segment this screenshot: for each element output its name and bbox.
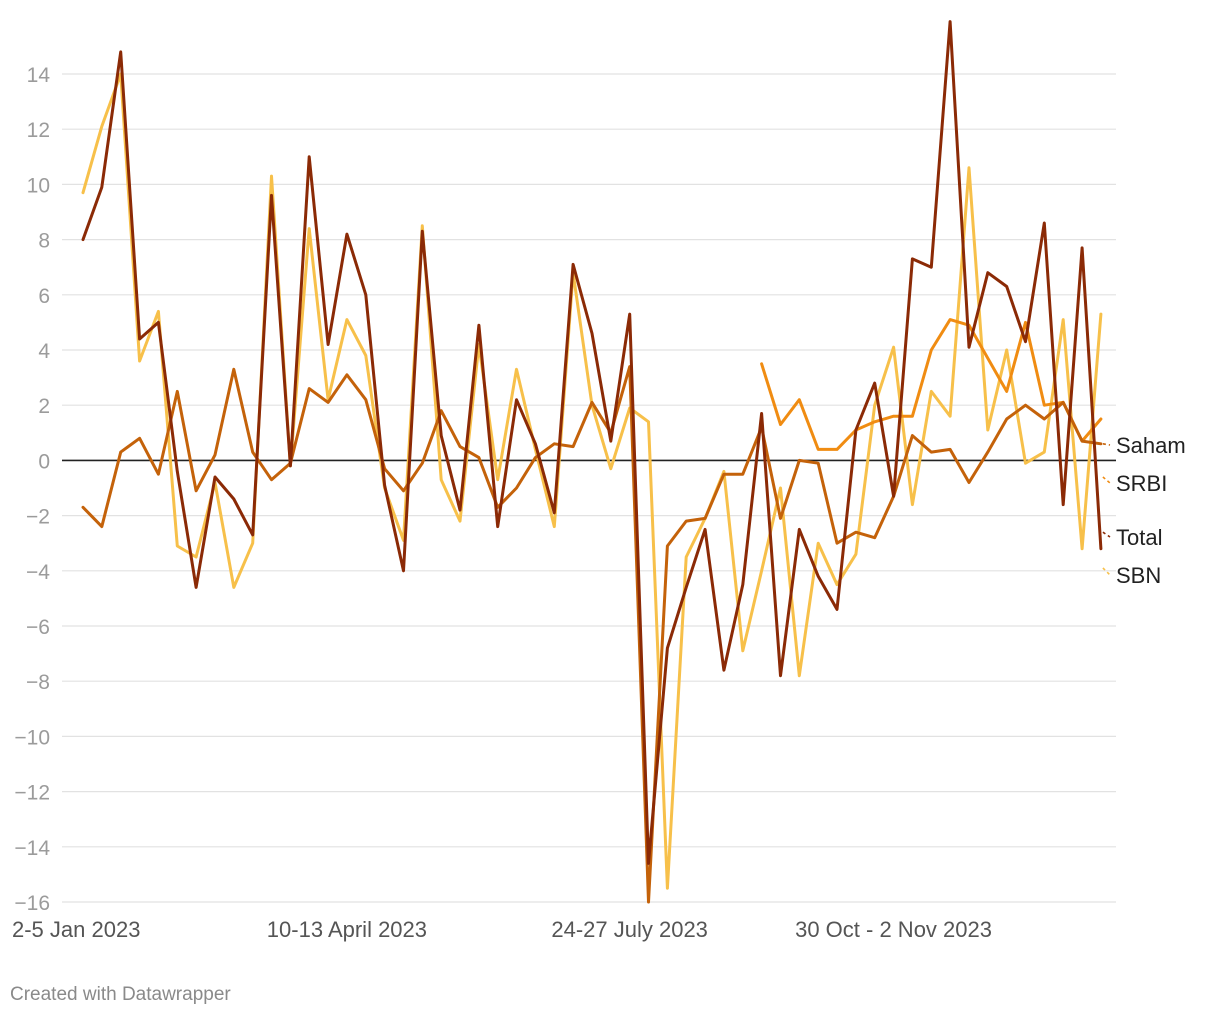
y-tick-label: 2 (38, 395, 50, 418)
x-tick-label: 30 Oct - 2 Nov 2023 (795, 917, 992, 942)
x-tick-label: 10-13 April 2023 (267, 917, 427, 942)
y-tick-label: −8 (26, 671, 50, 694)
series-line-total (81, 20, 1103, 865)
series-line-sbn (81, 72, 1103, 890)
series-line-srbi (760, 318, 1103, 451)
y-axis-ticks: 14 12 10 8 6 4 2 0 −2 −4 −6 −8 −10 −12 −14 −16 (14, 64, 50, 915)
line-chart: 14 12 10 8 6 4 2 0 −2 −4 −6 −8 −10 −12 −14 −16 2-5 Jan … (12, 20, 1186, 942)
y-tick-label: −10 (14, 726, 50, 749)
y-tick-label: 0 (38, 450, 50, 473)
series-label-srbi: SRBI (1116, 471, 1167, 496)
y-tick-label: −4 (26, 561, 50, 584)
series-line-saham (81, 365, 1103, 904)
y-tick-label: −14 (14, 837, 50, 860)
x-tick-label: 24-27 July 2023 (551, 917, 708, 942)
y-tick-label: 10 (27, 174, 50, 197)
y-tick-label: 12 (27, 119, 50, 142)
series-label-sbn: SBN (1116, 563, 1161, 588)
x-tick-label: 2-5 Jan 2023 (12, 917, 140, 942)
y-tick-label: 14 (27, 64, 51, 87)
y-tick-label: 6 (38, 285, 50, 308)
y-tick-label: −12 (14, 782, 50, 805)
connector-sbn (1102, 567, 1111, 576)
x-axis-ticks: 2-5 Jan 2023 10-13 April 2023 24-27 July 2… (12, 917, 992, 942)
y-tick-label: −2 (26, 506, 50, 529)
y-tick-label: 8 (38, 230, 50, 253)
label-connectors (1102, 443, 1111, 576)
series-lines (81, 20, 1103, 904)
gridlines (62, 73, 1116, 903)
y-tick-label: −6 (26, 616, 50, 639)
credit-footer: Created with Datawrapper (10, 984, 231, 1005)
series-label-saham: Saham (1116, 433, 1186, 458)
y-tick-label: 4 (38, 340, 50, 363)
connector-total (1102, 531, 1111, 538)
series-labels: SBN SRBI Saham Total (1116, 433, 1186, 588)
y-tick-label: −16 (14, 892, 50, 915)
connector-srbi (1102, 476, 1111, 484)
series-label-total: Total (1116, 525, 1162, 550)
connector-saham (1102, 443, 1111, 446)
